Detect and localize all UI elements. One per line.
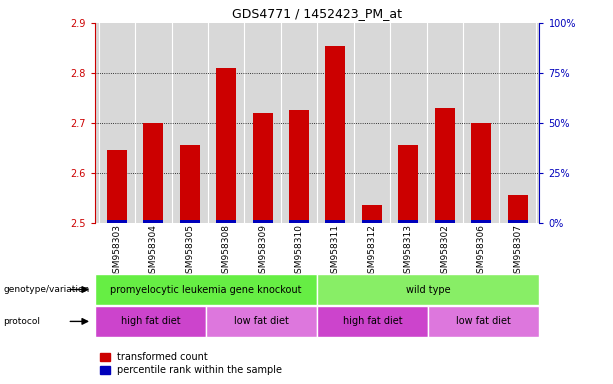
Bar xyxy=(326,46,346,223)
Bar xyxy=(318,274,539,305)
Bar xyxy=(471,123,491,223)
Text: protocol: protocol xyxy=(3,317,40,326)
Legend: transformed count, percentile rank within the sample: transformed count, percentile rank withi… xyxy=(100,353,283,375)
Bar xyxy=(216,68,236,223)
Bar xyxy=(398,220,418,223)
Bar xyxy=(289,220,309,223)
Bar xyxy=(253,220,273,223)
Title: GDS4771 / 1452423_PM_at: GDS4771 / 1452423_PM_at xyxy=(232,7,402,20)
Bar xyxy=(143,123,163,223)
Bar xyxy=(471,220,491,223)
Bar xyxy=(180,146,200,223)
Bar xyxy=(362,205,382,223)
Text: GSM958308: GSM958308 xyxy=(222,224,230,279)
Bar xyxy=(326,220,346,223)
Text: high fat diet: high fat diet xyxy=(343,316,403,326)
Bar xyxy=(435,220,455,223)
Bar xyxy=(289,111,309,223)
Bar xyxy=(95,274,318,305)
Bar xyxy=(508,220,528,223)
Text: GSM958312: GSM958312 xyxy=(367,224,376,279)
Bar xyxy=(95,306,206,337)
Text: low fat diet: low fat diet xyxy=(234,316,289,326)
Text: GSM958303: GSM958303 xyxy=(112,224,121,279)
Bar xyxy=(435,108,455,223)
Bar xyxy=(428,306,539,337)
Bar xyxy=(362,220,382,223)
Bar xyxy=(180,220,200,223)
Bar xyxy=(206,306,318,337)
Text: GSM958307: GSM958307 xyxy=(513,224,522,279)
Text: low fat diet: low fat diet xyxy=(457,316,511,326)
Bar xyxy=(318,306,428,337)
Text: GSM958311: GSM958311 xyxy=(331,224,340,279)
Text: high fat diet: high fat diet xyxy=(121,316,180,326)
Text: GSM958309: GSM958309 xyxy=(258,224,267,279)
Bar xyxy=(107,151,127,223)
Bar xyxy=(216,220,236,223)
Bar xyxy=(253,113,273,223)
Text: wild type: wild type xyxy=(406,285,451,295)
Text: GSM958305: GSM958305 xyxy=(185,224,194,279)
Text: promyelocytic leukemia gene knockout: promyelocytic leukemia gene knockout xyxy=(110,285,302,295)
Text: GSM958302: GSM958302 xyxy=(440,224,449,279)
Text: GSM958304: GSM958304 xyxy=(149,224,158,279)
Bar xyxy=(143,220,163,223)
Bar xyxy=(107,220,127,223)
Bar xyxy=(398,146,418,223)
Text: GSM958313: GSM958313 xyxy=(404,224,413,279)
Text: GSM958310: GSM958310 xyxy=(294,224,303,279)
Text: GSM958306: GSM958306 xyxy=(477,224,485,279)
Text: genotype/variation: genotype/variation xyxy=(3,285,89,294)
Bar xyxy=(508,195,528,223)
